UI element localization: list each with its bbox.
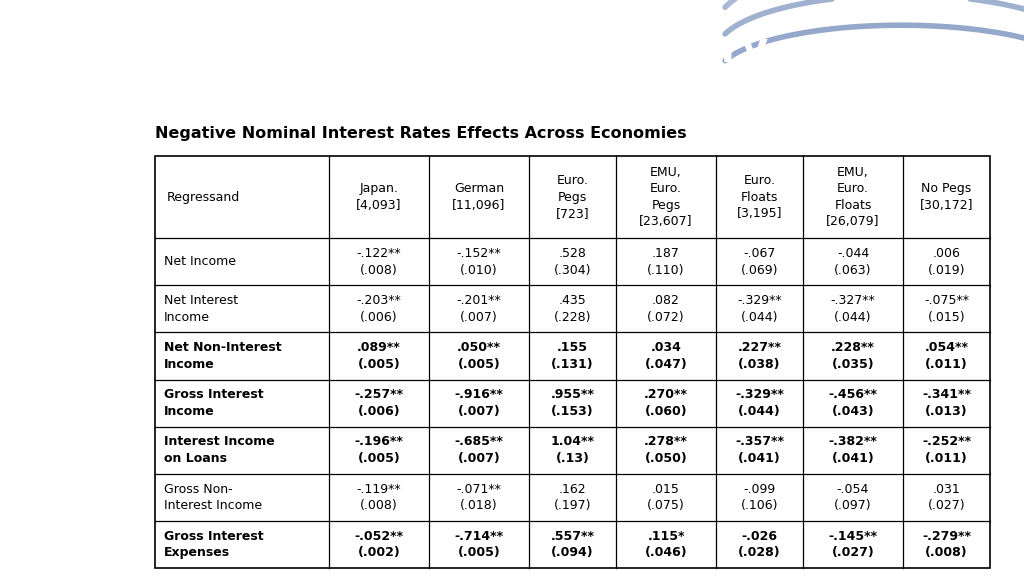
Text: Gross Non-
Interest Income: Gross Non- Interest Income <box>164 483 262 512</box>
Text: .050**
(.005): .050** (.005) <box>457 341 501 371</box>
Text: -.052**
(.002): -.052** (.002) <box>354 530 403 559</box>
Text: Negative Nominal Interest Rates Effects Across Economies: Negative Nominal Interest Rates Effects … <box>155 126 687 141</box>
Text: -.456**
(.043): -.456** (.043) <box>828 388 878 418</box>
Text: -.067
(.069): -.067 (.069) <box>740 247 778 276</box>
Text: Net Non-Interest
Income: Net Non-Interest Income <box>164 341 282 371</box>
Text: -.327**
(.044): -.327** (.044) <box>830 294 876 324</box>
Text: .278**
(.050): .278** (.050) <box>644 435 688 465</box>
Text: -.916**
(.007): -.916** (.007) <box>455 388 504 418</box>
Text: .089**
(.005): .089** (.005) <box>357 341 400 371</box>
Text: 1.04**
(.13): 1.04** (.13) <box>551 435 595 465</box>
Text: -.279**
(.008): -.279** (.008) <box>922 530 971 559</box>
Text: .031
(.027): .031 (.027) <box>928 483 966 512</box>
Text: -.145**
(.027): -.145** (.027) <box>828 530 878 559</box>
Text: -.252**
(.011): -.252** (.011) <box>922 435 971 465</box>
Text: -.196**
(.005): -.196** (.005) <box>354 435 403 465</box>
Text: Euro.
Pegs
[723]: Euro. Pegs [723] <box>556 174 590 220</box>
Text: Euro.
Floats
[3,195]: Euro. Floats [3,195] <box>736 174 782 220</box>
Text: .162
(.197): .162 (.197) <box>554 483 591 512</box>
Text: -.201**
(.007): -.201** (.007) <box>457 294 502 324</box>
Text: -.341**
(.013): -.341** (.013) <box>922 388 971 418</box>
Text: Results for different monetary regimes: Results for different monetary regimes <box>52 29 972 71</box>
Text: -.382**
(.041): -.382** (.041) <box>828 435 878 465</box>
Text: .955**
(.153): .955** (.153) <box>551 388 595 418</box>
Text: -.119**
(.008): -.119** (.008) <box>356 483 401 512</box>
Text: Gross Interest
Income: Gross Interest Income <box>164 388 263 418</box>
Text: Regressand: Regressand <box>167 191 241 203</box>
Text: .054**
(.011): .054** (.011) <box>925 341 969 371</box>
Text: No Pegs
[30,172]: No Pegs [30,172] <box>920 182 973 212</box>
Text: -.044
(.063): -.044 (.063) <box>835 247 871 276</box>
Text: -.257**
(.006): -.257** (.006) <box>354 388 403 418</box>
Text: .155
(.131): .155 (.131) <box>551 341 594 371</box>
Text: .227**
(.038): .227** (.038) <box>737 341 781 371</box>
Text: -.026
(.028): -.026 (.028) <box>738 530 781 559</box>
Text: .082
(.072): .082 (.072) <box>647 294 685 324</box>
Text: -.099
(.106): -.099 (.106) <box>740 483 778 512</box>
Text: -.329**
(.044): -.329** (.044) <box>735 388 784 418</box>
Text: -.054
(.097): -.054 (.097) <box>835 483 871 512</box>
Text: Interest Income
on Loans: Interest Income on Loans <box>164 435 274 465</box>
Text: EMU,
Euro.
Pegs
[23,607]: EMU, Euro. Pegs [23,607] <box>639 166 693 228</box>
Text: .270**
(.060): .270** (.060) <box>644 388 688 418</box>
Text: .006
(.019): .006 (.019) <box>928 247 966 276</box>
Text: -.203**
(.006): -.203** (.006) <box>356 294 401 324</box>
Text: -.071**
(.018): -.071** (.018) <box>457 483 502 512</box>
Text: -.075**
(.015): -.075** (.015) <box>924 294 969 324</box>
Text: -.357**
(.041): -.357** (.041) <box>735 435 784 465</box>
Text: -.122**
(.008): -.122** (.008) <box>356 247 401 276</box>
Text: EMU,
Euro.
Floats
[26,079]: EMU, Euro. Floats [26,079] <box>826 166 880 228</box>
Text: .034
(.047): .034 (.047) <box>645 341 687 371</box>
Text: German
[11,096]: German [11,096] <box>453 182 506 212</box>
Text: -.685**
(.007): -.685** (.007) <box>455 435 504 465</box>
Text: .228**
(.035): .228** (.035) <box>831 341 874 371</box>
Text: .435
(.228): .435 (.228) <box>554 294 591 324</box>
Text: .528
(.304): .528 (.304) <box>554 247 591 276</box>
Text: Net Interest
Income: Net Interest Income <box>164 294 238 324</box>
Text: Net Income: Net Income <box>164 255 236 268</box>
Text: -.329**
(.044): -.329** (.044) <box>737 294 781 324</box>
Text: .557**
(.094): .557** (.094) <box>551 530 595 559</box>
Text: -.714**
(.005): -.714** (.005) <box>455 530 504 559</box>
Text: -.152**
(.010): -.152** (.010) <box>457 247 502 276</box>
Text: Japan.
[4,093]: Japan. [4,093] <box>356 182 401 212</box>
Text: .115*
(.046): .115* (.046) <box>645 530 687 559</box>
Text: .015
(.075): .015 (.075) <box>647 483 685 512</box>
Text: .187
(.110): .187 (.110) <box>647 247 685 276</box>
Bar <box>155 156 990 568</box>
Text: Gross Interest
Expenses: Gross Interest Expenses <box>164 530 263 559</box>
